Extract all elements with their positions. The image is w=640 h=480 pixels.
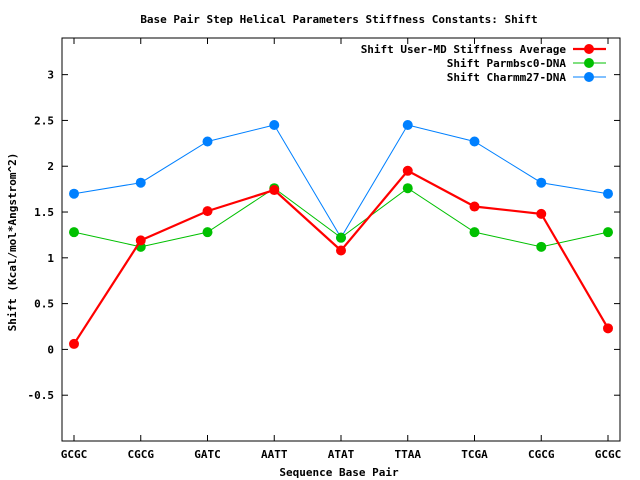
data-point [603,323,613,334]
series-2 [69,120,613,243]
data-point [402,165,413,176]
series-1 [69,183,613,252]
series-line [73,169,609,345]
x-tick-label: TTAA [395,448,422,461]
data-point [402,183,413,194]
y-tick-label: 2.5 [34,114,54,127]
legend-marker [584,72,594,82]
y-tick-label: 0.5 [34,298,54,311]
data-point [536,241,547,252]
x-tick-label: TCGA [461,448,488,461]
x-axis-label: Sequence Base Pair [279,466,399,479]
data-point [469,136,480,147]
x-tick-label: ATAT [328,448,355,461]
data-point [69,188,79,199]
data-point [202,206,213,217]
x-tick-label: GCGC [595,448,622,461]
y-tick-label: 1 [47,252,54,265]
y-tick-label: -0.5 [28,389,55,402]
x-tick-label: CGCG [528,448,555,461]
x-tick-label: CGCG [128,448,155,461]
data-point [469,227,480,238]
legend-label: Shift User-MD Stiffness Average [361,43,567,56]
y-tick-label: 0 [47,343,54,356]
series-0 [69,165,613,349]
data-point [402,120,413,131]
legend-label: Shift Charmm27-DNA [447,71,567,84]
y-tick-label: 3 [47,69,54,82]
data-point [202,136,213,147]
data-point [469,201,480,212]
y-tick-label: 1.5 [34,206,54,219]
data-point [269,185,280,196]
y-tick-label: 2 [47,160,54,173]
data-point [269,120,280,131]
data-point [69,338,79,349]
data-point [603,227,613,238]
data-point [135,235,146,246]
series-line [73,124,609,239]
legend-label: Shift Parmbsc0-DNA [447,57,567,70]
y-axis-label: Shift (Kcal/mol*Angstrom^2) [6,153,19,332]
data-point [69,227,79,238]
data-point [336,245,346,256]
data-point [336,232,346,243]
x-tick-label: AATT [261,448,288,461]
x-tick-label: GATC [194,448,221,461]
data-point [202,227,213,238]
legend-marker [584,44,594,54]
data-point [135,177,146,188]
legend-marker [584,58,594,68]
data-point [603,188,613,199]
chart-title: Base Pair Step Helical Parameters Stiffn… [140,13,537,26]
data-point [536,208,547,219]
data-point [536,177,547,188]
x-tick-label: GCGC [61,448,88,461]
